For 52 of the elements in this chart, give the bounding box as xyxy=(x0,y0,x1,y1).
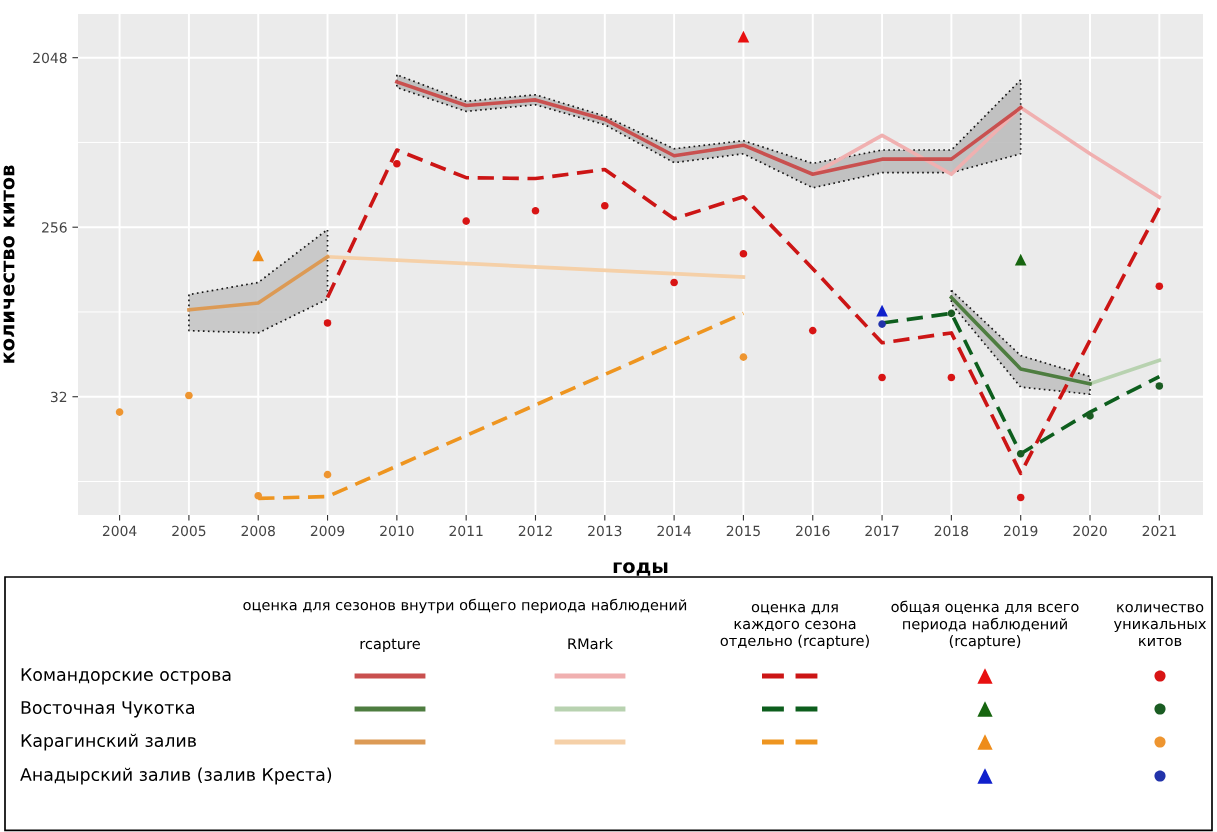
point xyxy=(878,373,886,382)
x-tick-label: 2005 xyxy=(172,525,206,537)
x-tick-label: 2008 xyxy=(241,525,275,537)
x-tick-label: 2016 xyxy=(796,525,830,537)
x-tick-label: 2014 xyxy=(657,525,692,537)
point xyxy=(1155,282,1164,291)
point xyxy=(1014,253,1027,266)
text: rcapture xyxy=(360,638,420,653)
y-tick-label: 32 xyxy=(50,391,67,403)
point xyxy=(1155,382,1164,390)
text: Восточная Чукотка xyxy=(21,701,194,718)
x-axis-title: годы xyxy=(613,562,668,576)
point xyxy=(878,320,886,328)
x-tick-label: 2012 xyxy=(518,525,552,537)
text: общая оценка для всего периода наблюдений (rcapture) xyxy=(891,600,1079,650)
text: Командорские острова xyxy=(21,668,231,685)
x-tick-label: 2020 xyxy=(1073,525,1107,537)
x-tick-label: 2015 xyxy=(726,525,760,537)
point xyxy=(254,491,263,500)
x-tick-label: 2010 xyxy=(380,525,414,537)
line-series xyxy=(325,148,1162,476)
x-tick-label: 2018 xyxy=(934,525,969,537)
text: оценка для сезонов внутри общего периода наблюдений xyxy=(243,598,687,614)
text: количество уникальных китов xyxy=(1113,603,1207,647)
point xyxy=(739,353,748,361)
text: RMark xyxy=(568,637,613,650)
point xyxy=(670,278,678,287)
x-tick-label: 2011 xyxy=(449,525,483,537)
point xyxy=(1086,412,1094,420)
x-tick-label: 2009 xyxy=(310,525,345,537)
point xyxy=(601,201,609,210)
text: Карагинский залив xyxy=(21,733,196,751)
y-axis-title: количество китов xyxy=(3,165,15,363)
text: Анадырский залив (залив Креста) xyxy=(20,767,332,785)
point xyxy=(531,207,540,215)
point xyxy=(115,408,124,416)
y-tick-label: 2048 xyxy=(33,52,67,64)
x-tick-label: 2019 xyxy=(1004,525,1038,537)
point xyxy=(462,217,470,225)
point xyxy=(739,249,748,258)
point xyxy=(185,391,193,400)
point xyxy=(808,326,817,335)
x-tick-label: 2021 xyxy=(1142,525,1176,537)
point xyxy=(1016,449,1025,458)
point xyxy=(1016,493,1025,502)
x-tick-label: 2004 xyxy=(102,525,137,537)
y-tick-label: 256 xyxy=(42,222,67,233)
point xyxy=(737,30,750,43)
point xyxy=(323,470,332,479)
x-tick-label: 2013 xyxy=(588,525,622,537)
x-tick-label: 2017 xyxy=(865,525,899,537)
text: оценка для каждого сезона отдельно (rcapture) xyxy=(720,603,869,649)
